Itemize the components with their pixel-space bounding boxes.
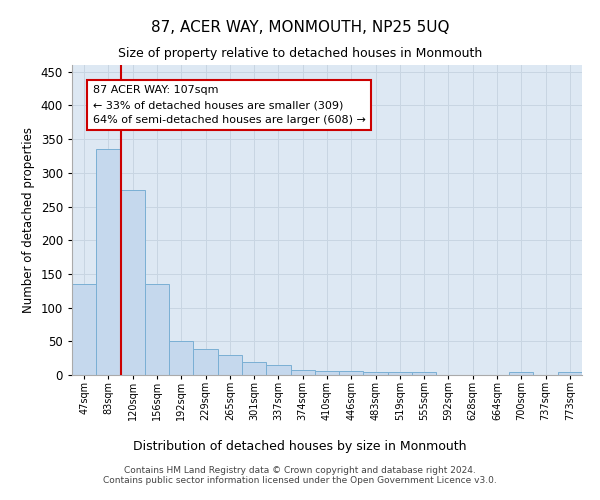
Text: Size of property relative to detached houses in Monmouth: Size of property relative to detached ho… (118, 48, 482, 60)
Bar (145, 284, 169, 375)
Bar (558, 372, 582, 375)
Bar (315, 371, 339, 375)
Bar (121, 190, 145, 375)
Bar (193, 350, 218, 375)
Text: 87, ACER WAY, MONMOUTH, NP25 5UQ: 87, ACER WAY, MONMOUTH, NP25 5UQ (151, 20, 449, 35)
Bar (290, 370, 315, 375)
Text: Contains HM Land Registry data © Crown copyright and database right 2024.
Contai: Contains HM Land Registry data © Crown c… (103, 466, 497, 485)
Bar (388, 372, 412, 375)
Bar (364, 372, 388, 375)
Bar (509, 372, 533, 375)
Bar (169, 342, 193, 375)
Y-axis label: Number of detached properties: Number of detached properties (22, 127, 35, 313)
Text: 87 ACER WAY: 107sqm
← 33% of detached houses are smaller (309)
64% of semi-detac: 87 ACER WAY: 107sqm ← 33% of detached ho… (92, 85, 365, 125)
Bar (72, 284, 96, 375)
Bar (339, 371, 364, 375)
Bar (96, 149, 121, 375)
Bar (242, 362, 266, 375)
Bar (266, 365, 290, 375)
Text: Distribution of detached houses by size in Monmouth: Distribution of detached houses by size … (133, 440, 467, 453)
Bar (412, 372, 436, 375)
Bar (218, 355, 242, 375)
